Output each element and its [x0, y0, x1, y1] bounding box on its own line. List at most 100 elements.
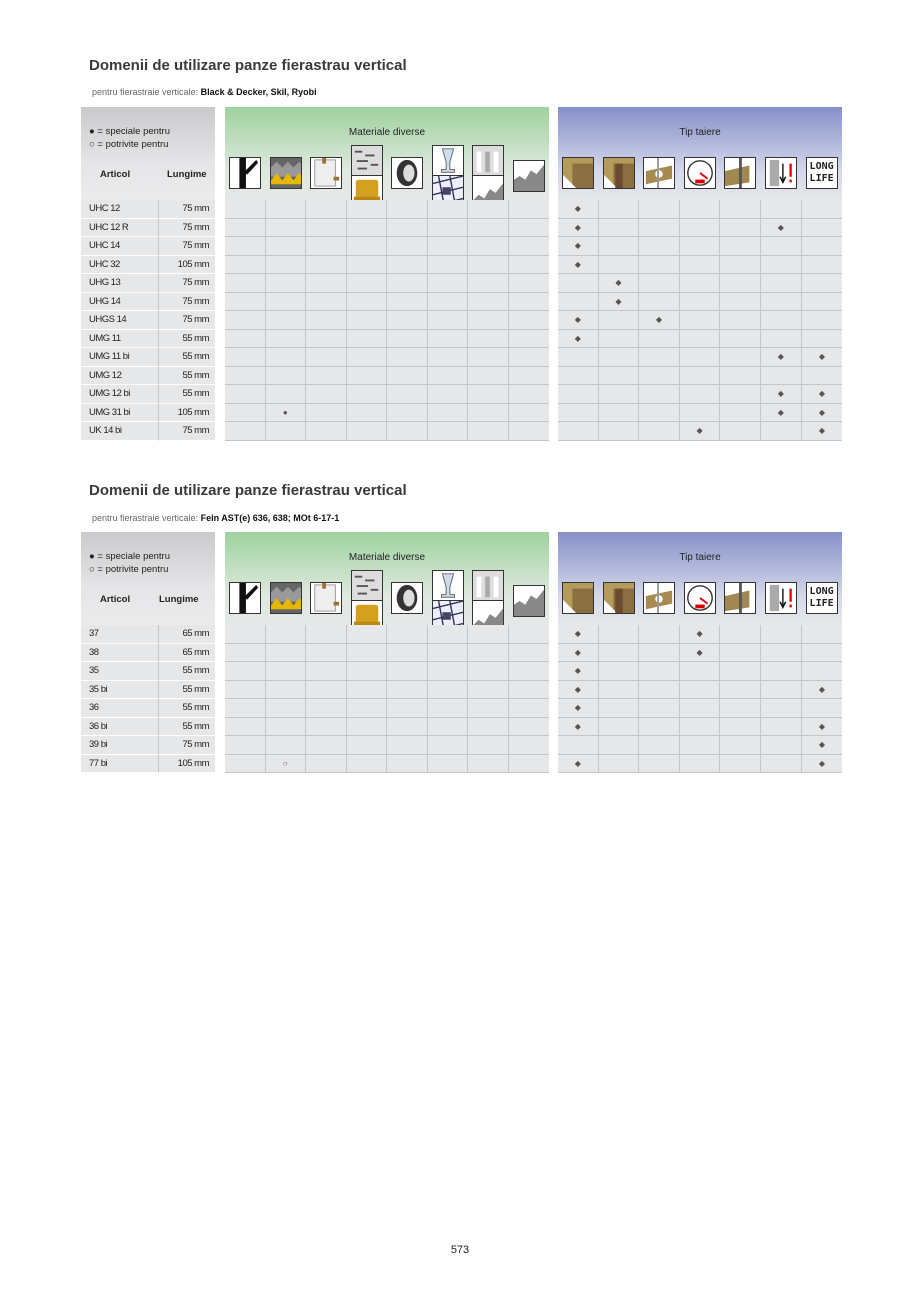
- cut-type-cell: [639, 218, 680, 237]
- clean-cut-icon: [602, 157, 635, 189]
- cut-type-cell: ◆: [801, 736, 843, 755]
- length-cell: 55 mm: [159, 366, 215, 385]
- cut-type-cell: [720, 717, 761, 736]
- cut-type-cell: [720, 422, 761, 441]
- material-cell: [387, 625, 428, 644]
- long-life-icon: LONG LIFE: [805, 157, 838, 189]
- tire-rubber-icon: [391, 157, 423, 189]
- material-cell: [306, 717, 347, 736]
- length-cell: 65 mm: [159, 625, 215, 644]
- cut-type-cell: [801, 311, 843, 330]
- cut-type-cell: [801, 255, 843, 274]
- cut-type-cell: [720, 292, 761, 311]
- cut-type-cell: [598, 717, 640, 736]
- table-row: 77 bi 105 mm ○ ◆ ◆: [81, 754, 843, 773]
- material-cell: [265, 736, 306, 755]
- length-cell: 75 mm: [159, 274, 215, 293]
- cut-type-cell: ◆: [598, 274, 640, 293]
- cut-type-cell: [558, 366, 599, 385]
- material-cell: [427, 292, 468, 311]
- material-cell: [468, 218, 509, 237]
- roofing-insulation-icon: [269, 157, 302, 189]
- material-cell: [346, 329, 387, 348]
- article-cell: UMG 12: [81, 366, 159, 385]
- material-cell: [427, 680, 468, 699]
- length-cell: 105 mm: [159, 255, 215, 274]
- material-cell: [508, 385, 549, 404]
- material-cell: [427, 255, 468, 274]
- curve-cut-icon: [643, 582, 676, 614]
- table-row: UMG 31 bi 105 mm ● ◆ ◆: [81, 403, 843, 422]
- material-cell: [225, 255, 266, 274]
- material-cell: [265, 237, 306, 256]
- material-cell: [346, 385, 387, 404]
- material-cell: [306, 625, 347, 644]
- material-cell: [265, 255, 306, 274]
- material-cell: [387, 403, 428, 422]
- material-cell: [468, 237, 509, 256]
- cut-type-cell: ◆: [761, 348, 802, 367]
- article-cell: UHC 32: [81, 255, 159, 274]
- cut-type-cell: [598, 237, 640, 256]
- material-cell: [306, 366, 347, 385]
- legend-suitable: = potrivite pentru: [97, 139, 169, 150]
- cut-type-cell: [761, 736, 802, 755]
- cut-type-cell: [801, 699, 843, 718]
- cut-type-cell: [679, 255, 721, 274]
- article-cell: UHC 12: [81, 200, 159, 219]
- material-cell: [306, 736, 347, 755]
- cut-type-cell: ◆: [801, 403, 843, 422]
- plastic-profile-icon: [472, 145, 504, 177]
- cut-type-cell: [679, 292, 721, 311]
- cut-type-cell: [720, 218, 761, 237]
- material-cell: [508, 680, 549, 699]
- material-cell: [427, 662, 468, 681]
- material-cell: [306, 403, 347, 422]
- table-row: 39 bi 75 mm ◆: [81, 736, 843, 755]
- article-cell: 37: [81, 625, 159, 644]
- material-cell: [387, 385, 428, 404]
- cut-type-cell: [639, 680, 680, 699]
- cut-type-title: Tip taiere: [679, 127, 721, 138]
- material-cell: [427, 218, 468, 237]
- material-cell: [225, 662, 266, 681]
- article-cell: 35 bi: [81, 680, 159, 699]
- material-cell: [508, 348, 549, 367]
- compatible-brands: Black & Decker, Skil, Ryobi: [200, 87, 317, 97]
- material-cell: [387, 736, 428, 755]
- length-cell: 75 mm: [159, 422, 215, 441]
- cut-type-cell: [639, 625, 680, 644]
- material-cell: [468, 699, 509, 718]
- table-subtitle: pentru fierastraie verticale: Black & De…: [92, 87, 317, 97]
- cut-type-cell: [801, 218, 843, 237]
- subtitle-prefix: pentru fierastraie verticale:: [92, 87, 199, 97]
- cut-type-cell: [639, 274, 680, 293]
- length-cell: 55 mm: [159, 662, 215, 681]
- article-cell: 36: [81, 699, 159, 718]
- material-cell: [306, 680, 347, 699]
- material-cell: [387, 237, 428, 256]
- material-cell: [468, 385, 509, 404]
- cut-type-cell: [639, 717, 680, 736]
- material-cell: [508, 311, 549, 330]
- table-row: UHG 13 75 mm ◆: [81, 274, 843, 293]
- cut-type-cell: [720, 736, 761, 755]
- filled-dot-icon: ●: [89, 551, 95, 562]
- material-cell: [468, 403, 509, 422]
- table-row: 37 65 mm ◆ ◆: [81, 625, 843, 644]
- material-cell: ●: [265, 403, 306, 422]
- material-cell: [346, 403, 387, 422]
- material-cell: [306, 643, 347, 662]
- cut-type-cell: [558, 348, 599, 367]
- material-cell: [387, 662, 428, 681]
- long-life-text: LIFE: [809, 598, 834, 609]
- material-cell: [427, 348, 468, 367]
- material-cell: [387, 422, 428, 441]
- cut-type-cell: ◆: [639, 311, 680, 330]
- material-cell: [306, 311, 347, 330]
- material-cell: [346, 643, 387, 662]
- legend: ● = speciale pentru ○ = potrivite pentru: [89, 550, 170, 576]
- cut-type-cell: [598, 385, 640, 404]
- cut-type-cell: [720, 699, 761, 718]
- long-life-text: LONG: [809, 161, 834, 172]
